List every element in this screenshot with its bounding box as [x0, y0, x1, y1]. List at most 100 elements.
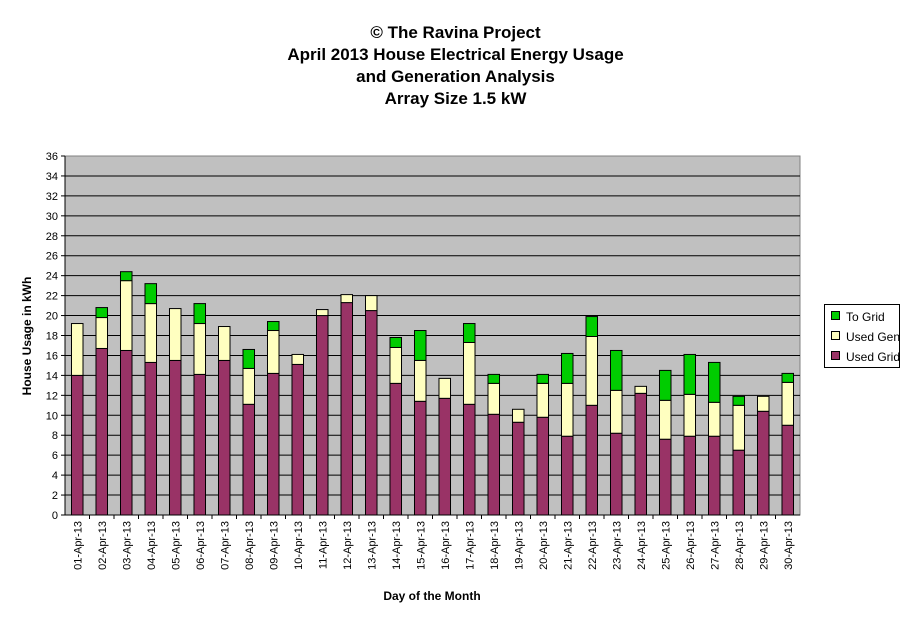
bar-used-grid: [95, 347, 109, 516]
bar-used-grid: [291, 363, 305, 516]
y-tick-label: 12: [46, 390, 58, 402]
bar-to-grid: [560, 352, 574, 384]
y-tick-label: 22: [46, 291, 58, 303]
bar-used-gen: [487, 382, 501, 415]
x-tick-label: 13-Apr-13: [366, 521, 378, 570]
x-tick-label: 16-Apr-13: [440, 521, 452, 570]
bar-used-gen: [144, 303, 158, 363]
bar-to-grid: [266, 321, 280, 332]
x-tick-label: 21-Apr-13: [562, 521, 574, 570]
x-tick-label: 15-Apr-13: [415, 521, 427, 570]
legend-label-used-grid: Used Grid: [846, 350, 901, 364]
y-tick-label: 24: [46, 271, 58, 283]
bar-used-grid: [168, 359, 182, 516]
bar-used-grid: [438, 397, 452, 516]
bar-used-gen: [291, 353, 305, 365]
title-line-4: Array Size 1.5 kW: [384, 89, 527, 108]
x-tick-label: 06-Apr-13: [195, 521, 207, 570]
bar-used-grid: [585, 404, 599, 516]
bar-used-grid: [732, 449, 746, 516]
y-tick-label: 16: [46, 350, 58, 362]
legend-swatch-used-grid: [831, 351, 840, 360]
bar-used-gen: [193, 323, 207, 375]
x-tick-label: 29-Apr-13: [758, 521, 770, 570]
bar-used-grid: [364, 310, 378, 516]
bar-used-gen: [266, 330, 280, 374]
y-tick-label: 14: [46, 370, 58, 382]
y-tick-label: 0: [52, 510, 58, 522]
legend-label-used-gen: Used Gen: [846, 330, 901, 344]
bar-used-gen: [536, 382, 550, 418]
gridlines: [65, 175, 800, 496]
x-tick-label: 07-Apr-13: [219, 521, 231, 570]
bar-to-grid: [144, 283, 158, 305]
bar-used-grid: [683, 435, 697, 516]
bar-to-grid: [413, 330, 427, 361]
bar-to-grid: [389, 336, 403, 348]
x-tick-label: 01-Apr-13: [72, 521, 84, 570]
bar-used-grid: [658, 438, 672, 516]
x-tick-label: 08-Apr-13: [244, 521, 256, 570]
bar-used-grid: [242, 403, 256, 516]
bar-used-gen: [119, 280, 133, 351]
x-tick-label: 10-Apr-13: [293, 521, 305, 570]
title-line-1: © The Ravina Project: [370, 23, 541, 42]
x-tick-label: 30-Apr-13: [783, 521, 795, 570]
bar-used-grid: [756, 410, 770, 516]
bar-used-gen: [585, 335, 599, 406]
y-tick-label: 34: [46, 171, 58, 183]
y-axis-title: House Usage in kWh: [20, 277, 34, 396]
bar-used-gen: [634, 385, 648, 394]
x-tick-label: 28-Apr-13: [734, 521, 746, 570]
bar-used-gen: [658, 399, 672, 440]
y-tick-label: 26: [46, 251, 58, 263]
y-tick-label: 30: [46, 211, 58, 223]
bar-to-grid: [119, 271, 133, 282]
x-tick-label: 11-Apr-13: [317, 521, 329, 569]
bar-used-grid: [609, 432, 623, 516]
bar-used-grid: [389, 382, 403, 516]
legend-item-to-grid: To Grid: [831, 310, 885, 324]
bar-to-grid: [585, 316, 599, 337]
bar-used-grid: [217, 359, 231, 516]
bar-used-grid: [266, 372, 280, 516]
bar-used-gen: [511, 408, 525, 423]
bar-used-gen: [438, 377, 452, 399]
bar-used-gen: [315, 309, 329, 317]
bar-used-gen: [70, 323, 84, 376]
bar-to-grid: [658, 369, 672, 401]
legend-swatch-to-grid: [831, 311, 840, 320]
bar-used-gen: [683, 393, 697, 437]
x-tick-label: 17-Apr-13: [464, 521, 476, 570]
bar-used-grid: [70, 374, 84, 516]
legend-label-to-grid: To Grid: [846, 310, 885, 324]
x-tick-label: 24-Apr-13: [636, 521, 648, 570]
x-tick-label: 26-Apr-13: [685, 521, 697, 570]
bar-used-gen: [364, 295, 378, 312]
bar-to-grid: [487, 373, 501, 384]
bar-used-gen: [560, 382, 574, 437]
x-tick-label: 23-Apr-13: [611, 521, 623, 570]
chart-title: © The Ravina Project April 2013 House El…: [0, 22, 911, 110]
bar-used-grid: [511, 421, 525, 516]
bar-used-grid: [781, 424, 795, 516]
bar-used-gen: [242, 367, 256, 405]
bar-to-grid: [536, 373, 550, 384]
bar-used-grid: [707, 435, 721, 516]
bar-to-grid: [707, 361, 721, 403]
y-tick-label: 36: [46, 151, 58, 163]
x-tick-label: 03-Apr-13: [121, 521, 133, 570]
legend: To Grid Used Gen Used Grid: [824, 304, 900, 368]
bar-used-gen: [609, 389, 623, 434]
x-tick-label: 14-Apr-13: [391, 521, 403, 570]
bar-used-gen: [732, 404, 746, 451]
x-tick-label: 04-Apr-13: [146, 521, 158, 570]
x-tick-label: 18-Apr-13: [489, 521, 501, 570]
bar-to-grid: [609, 349, 623, 391]
bar-used-gen: [389, 346, 403, 384]
bar-used-gen: [217, 326, 231, 361]
x-tick-label: 09-Apr-13: [268, 521, 280, 570]
bar-used-gen: [95, 317, 109, 349]
bar-used-gen: [707, 401, 721, 437]
